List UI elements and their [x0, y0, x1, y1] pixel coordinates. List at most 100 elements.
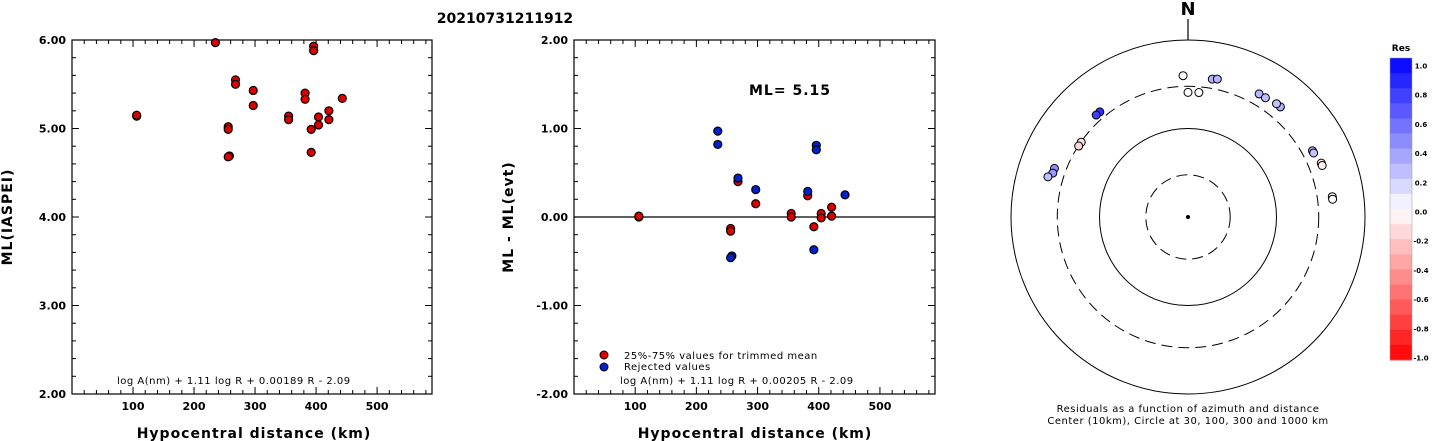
data-point — [248, 100, 258, 111]
data-point — [803, 186, 813, 196]
data-point — [313, 112, 324, 122]
data-point — [313, 120, 324, 130]
colorbar-tick-label: 1.0 — [1415, 63, 1428, 71]
y-tick-label: 1.00 — [541, 123, 568, 136]
data-point — [324, 115, 334, 125]
north-label: N — [1180, 0, 1195, 20]
colorbar-cell — [1390, 209, 1412, 225]
colorbar-cell — [1390, 254, 1412, 270]
data-points — [1043, 71, 1338, 204]
y-tick-label: 5.00 — [39, 123, 66, 136]
station-residual-point — [1254, 89, 1264, 99]
formula-label: log A(nm) + 1.11 log R + 0.00189 R - 2.0… — [117, 376, 351, 387]
colorbar-cell — [1390, 284, 1412, 301]
data-point — [324, 106, 334, 116]
data-point — [809, 222, 819, 232]
legend-label-trimmed: 25%-75% values for trimmed mean — [624, 351, 818, 362]
data-point — [306, 147, 316, 157]
data-point — [634, 211, 644, 221]
station-residual-point — [1074, 141, 1084, 151]
y-tick-label: 6.00 — [39, 34, 66, 47]
axis-ticks: 100 200 300 400 500 -2.00 -1.00 0.00 1.00 2.00 — [536, 34, 935, 413]
x-tick-label: 200 — [183, 400, 206, 413]
data-point — [223, 124, 233, 134]
x-tick-label: 400 — [807, 400, 830, 413]
y-tick-label: 4.00 — [39, 211, 66, 224]
data-point — [306, 124, 316, 134]
station-residual-point — [1328, 194, 1338, 204]
colorbar-tick-label: -0.6 — [1413, 296, 1428, 304]
ring-1000km — [1010, 39, 1366, 395]
station-residual-point — [1260, 93, 1270, 103]
x-axis-label: Hypocentral distance (km) — [137, 426, 372, 441]
ring-300km — [1056, 85, 1320, 349]
data-point — [826, 211, 837, 221]
ring-30km — [1145, 174, 1231, 260]
data-point — [816, 213, 826, 223]
data-point — [726, 253, 736, 263]
colorbar-cell — [1390, 329, 1412, 346]
station-residual-point — [1091, 110, 1101, 120]
data-point — [210, 38, 220, 48]
legend-marker-trimmed — [599, 350, 609, 360]
data-point — [248, 85, 258, 96]
x-tick-label: 100 — [624, 400, 647, 413]
colorbar-cell — [1390, 163, 1412, 180]
colorbar-tick-label: -0.8 — [1413, 325, 1428, 333]
data-point — [284, 115, 294, 125]
colorbar-cell — [1390, 118, 1412, 134]
data-point — [337, 93, 347, 104]
y-tick-label: 2.00 — [541, 34, 568, 47]
colorbar-tick-label: 0.8 — [1415, 92, 1428, 100]
residual-vs-distance-panel: 100 200 300 400 500 -2.00 -1.00 0.00 1.00 2.00 ML… — [501, 34, 936, 441]
data-point — [733, 173, 743, 183]
x-tick-label: 400 — [305, 400, 328, 413]
x-tick-label: 100 — [122, 400, 145, 413]
colorbar-cell — [1390, 224, 1412, 240]
data-points — [634, 126, 850, 263]
station-residual-point — [1194, 88, 1204, 98]
colorbar-frame — [1389, 57, 1413, 361]
station-residual-point — [1317, 160, 1327, 170]
station-residual-point — [1183, 87, 1193, 97]
colorbar-cell — [1390, 193, 1412, 210]
data-point — [751, 199, 761, 209]
colorbar-cell — [1390, 133, 1412, 150]
station-residual-point — [1043, 172, 1053, 182]
data-point — [786, 212, 796, 222]
data-point — [811, 145, 821, 155]
station-residual-point — [1272, 99, 1282, 109]
data-point — [223, 152, 233, 162]
data-point — [713, 139, 723, 150]
axis-ticks: 100 200 300 400 500 2.00 3.00 4.00 5.00 6.00 — [39, 34, 432, 413]
distance-rings — [1010, 39, 1366, 395]
ring-100km — [1099, 128, 1277, 306]
colorbar-tick-label: 0.2 — [1415, 179, 1428, 187]
data-point — [726, 226, 736, 236]
caption-line-1: Residuals as a function of azimuth and d… — [1057, 404, 1320, 415]
station-residual-point — [1212, 74, 1222, 84]
x-axis-label: Hypocentral distance (km) — [638, 426, 873, 441]
colorbar-cell — [1390, 58, 1412, 74]
figure-title: 20210731211912 — [437, 11, 573, 27]
data-point — [751, 184, 761, 195]
caption-line-2: Center (10km), Circle at 30, 100, 300 an… — [1047, 416, 1328, 427]
colorbar-cell — [1390, 344, 1412, 361]
y-axis-label: ML(IASPEI) — [0, 169, 16, 266]
data-points — [132, 38, 347, 162]
data-point — [309, 46, 319, 56]
colorbar-tick-label: 0.6 — [1415, 121, 1428, 129]
colorbar-cell — [1390, 239, 1412, 255]
x-tick-label: 500 — [366, 400, 389, 413]
colorbar-cell — [1390, 269, 1412, 285]
colorbar: 1.0 0.8 0.6 0.4 0.2 0.0 -0.2 -0.4 -0.6 -0.8 -1.0 — [1389, 57, 1429, 363]
data-point — [809, 245, 819, 255]
colorbar-tick-label: 0.0 — [1415, 209, 1428, 217]
colorbar-cell — [1390, 314, 1412, 331]
station-residual-point — [1178, 71, 1188, 81]
colorbar-cell — [1390, 103, 1412, 119]
y-axis-label: ML - ML(evt) — [501, 161, 517, 272]
data-point — [300, 94, 310, 104]
azimuth-residual-panel: N Residuals as a function of azimuth and… — [1010, 0, 1429, 427]
